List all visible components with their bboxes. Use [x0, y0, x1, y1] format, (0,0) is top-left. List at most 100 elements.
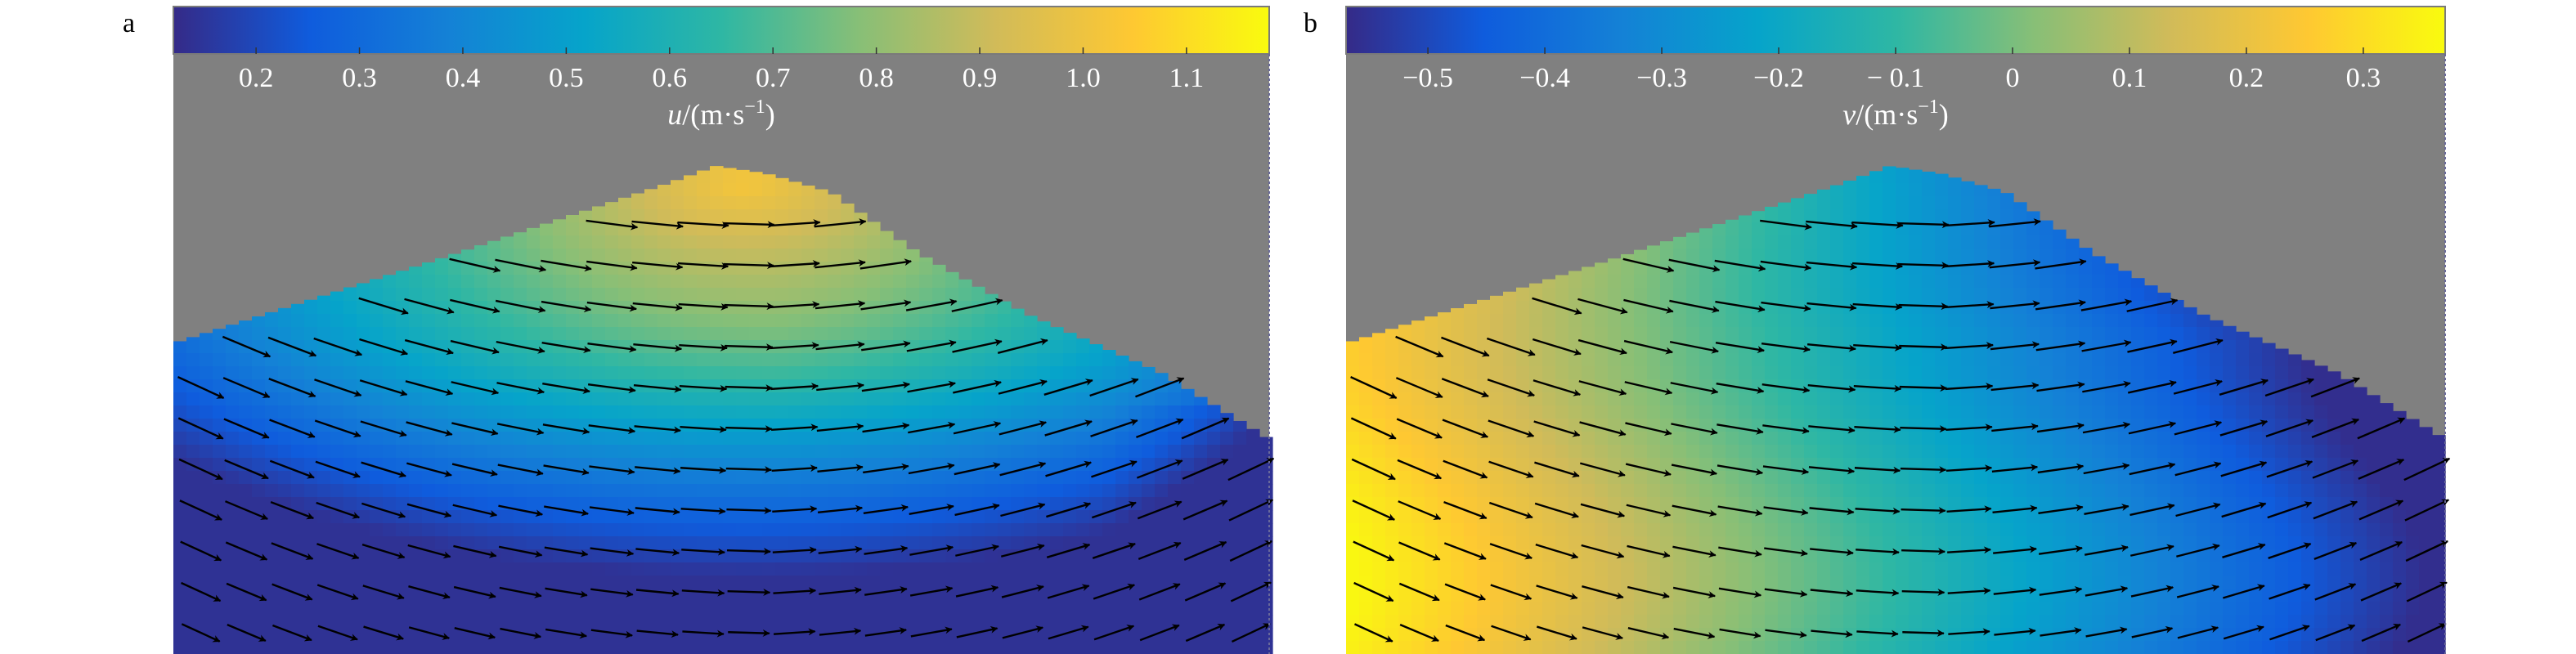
heatmap-cell [2013, 510, 2027, 524]
heatmap-cell [461, 275, 475, 289]
heatmap-cell [2236, 471, 2250, 485]
heatmap-cell [1948, 510, 1962, 524]
heatmap-cell [579, 353, 593, 367]
heatmap-cell [1516, 484, 1530, 498]
heatmap-cell [291, 497, 305, 511]
velocity-arrow [586, 301, 638, 312]
heatmap-cell [618, 523, 632, 537]
heatmap-cell [1385, 353, 1399, 367]
heatmap-cell [239, 510, 253, 524]
heatmap-cell [1168, 392, 1182, 406]
heatmap-cell [723, 602, 737, 616]
heatmap-cell [684, 523, 698, 537]
heatmap-cell [422, 602, 436, 616]
heatmap-cell [461, 314, 475, 328]
heatmap-cell [527, 288, 541, 302]
heatmap-cell [1555, 366, 1569, 380]
heatmap-cell [2040, 562, 2053, 576]
heatmap-cell [213, 366, 227, 380]
heatmap-cell [1634, 589, 1648, 602]
heatmap-cell [1699, 249, 1713, 262]
heatmap-cell [1411, 484, 1425, 498]
heatmap-cell [173, 497, 187, 511]
heatmap-cell [514, 641, 527, 654]
heatmap-cell [2040, 589, 2053, 602]
heatmap-cell [841, 249, 855, 262]
heatmap-cell [1974, 235, 1988, 249]
heatmap-cell [1791, 262, 1805, 275]
heatmap-cell [186, 602, 200, 616]
heatmap-cell [500, 366, 514, 380]
heatmap-cell [985, 510, 999, 524]
heatmap-cell [1037, 562, 1051, 576]
heatmap-cell [2131, 353, 2145, 367]
heatmap-cell [631, 288, 645, 302]
heatmap-cell [618, 392, 632, 406]
heatmap-cell [2066, 445, 2080, 459]
heatmap-cell [893, 576, 907, 589]
heatmap-cell [1011, 353, 1025, 367]
colorbar-tick-label: 1.1 [1169, 63, 1205, 93]
heatmap-cell [553, 222, 567, 236]
heatmap-cell [173, 628, 187, 642]
heatmap-cell [1752, 615, 1766, 629]
heatmap-cell [1634, 405, 1648, 419]
heatmap-cell [801, 275, 815, 289]
heatmap-cell [2013, 471, 2027, 485]
heatmap-cell [1555, 445, 1569, 459]
heatmap-cell [1438, 432, 1452, 446]
heatmap-cell [409, 549, 423, 563]
velocity-arrow [500, 627, 542, 639]
heatmap-cell [1765, 523, 1779, 537]
heatmap-cell [1752, 235, 1766, 249]
heatmap-cell [330, 576, 344, 589]
heatmap-cell [1909, 314, 1923, 328]
heatmap-cell [1660, 241, 1674, 249]
heatmap-cell [919, 405, 933, 419]
heatmap-cell [2053, 562, 2067, 576]
velocity-arrow [1137, 500, 1183, 520]
heatmap-cell [1385, 523, 1399, 537]
heatmap-cell [1207, 602, 1221, 616]
velocity-arrow [1044, 419, 1093, 437]
heatmap-cell [985, 293, 999, 302]
heatmap-cell [1883, 366, 1896, 380]
heatmap-cell [1739, 445, 1752, 459]
heatmap-cell [788, 576, 802, 589]
heatmap-cell [1142, 641, 1156, 654]
heatmap-cell [736, 602, 750, 616]
heatmap-cell [1922, 183, 1936, 197]
heatmap-cell [788, 471, 802, 485]
heatmap-cell [396, 641, 410, 654]
heatmap-cell [1621, 353, 1635, 367]
heatmap-cell [867, 392, 881, 406]
heatmap-cell [1699, 340, 1713, 354]
heatmap-cell [173, 379, 187, 393]
heatmap-cell [2157, 641, 2171, 654]
velocity-arrow [768, 218, 821, 227]
heatmap-cell [697, 615, 711, 629]
heatmap-cell [1568, 288, 1582, 302]
heatmap-cell [1830, 458, 1844, 472]
heatmap-cell [1686, 562, 1700, 576]
heatmap-cell [2013, 288, 2027, 302]
heatmap-cell [2275, 445, 2289, 459]
heatmap-cell [527, 392, 541, 406]
heatmap-cell [2105, 562, 2119, 576]
heatmap-cell [893, 562, 907, 576]
velocity-arrow [817, 504, 864, 513]
heatmap-cell [461, 641, 475, 654]
heatmap-cell [1155, 602, 1169, 616]
heatmap-cell [828, 432, 841, 446]
heatmap-cell [1869, 536, 1883, 550]
heatmap-cell [265, 340, 279, 354]
heatmap-cell [1922, 497, 1936, 511]
heatmap-cell [932, 405, 946, 419]
heatmap-cell [723, 523, 737, 537]
heatmap-cell [828, 445, 841, 459]
velocity-arrow [451, 422, 499, 437]
velocity-arrow [590, 629, 634, 638]
heatmap-cell [880, 497, 894, 511]
velocity-arrow [1089, 378, 1139, 397]
heatmap-cell [409, 327, 423, 341]
